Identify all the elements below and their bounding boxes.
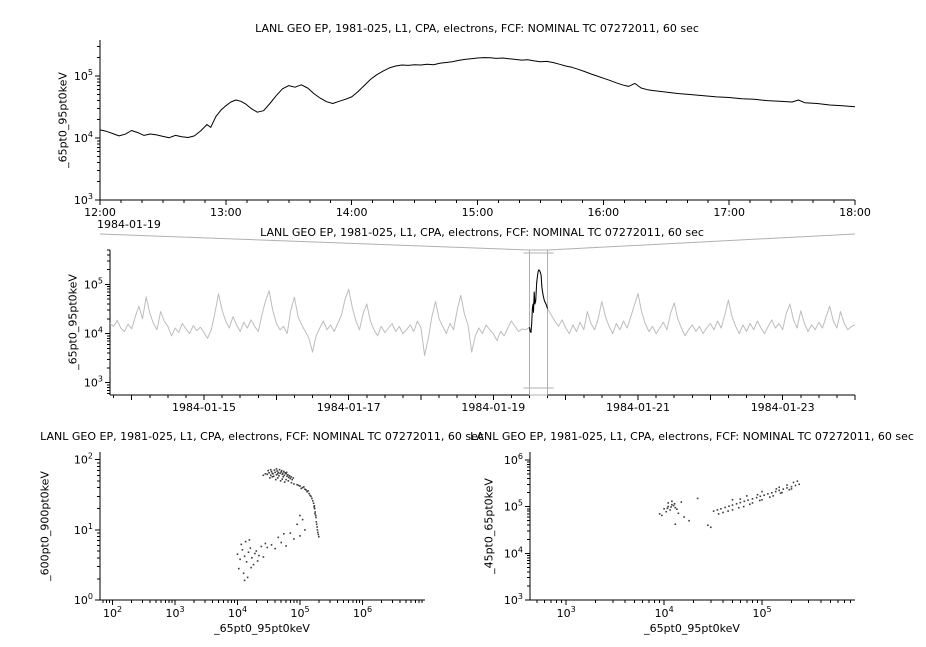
svg-text:104: 104 (74, 130, 93, 145)
context-plot-title: LANL GEO EP, 1981-025, L1, CPA, electron… (260, 226, 704, 239)
zoom-plot-date-label: 1984-01-19 (97, 218, 161, 231)
svg-text:12:00: 12:00 (84, 206, 116, 219)
zoom-plot-ylabel: _65pt0_95pt0keV (56, 72, 70, 168)
svg-text:18:00: 18:00 (839, 206, 871, 219)
scatter2-plot-area[interactable] (530, 452, 855, 600)
svg-text:103: 103 (504, 592, 523, 607)
scatter1-title: LANL GEO EP, 1981-025, L1, CPA, electron… (40, 430, 484, 443)
svg-text:105: 105 (84, 276, 103, 291)
svg-text:1984-01-19: 1984-01-19 (461, 401, 525, 414)
svg-text:103: 103 (74, 192, 93, 207)
svg-text:102: 102 (103, 605, 122, 620)
svg-text:17:00: 17:00 (713, 206, 745, 219)
svg-text:106: 106 (504, 452, 523, 467)
svg-text:103: 103 (557, 605, 576, 620)
scatter2-ylabel: _45pt0_65pt0keV (482, 478, 496, 574)
context-plot-area[interactable] (110, 250, 855, 395)
svg-text:103: 103 (84, 375, 103, 390)
svg-text:103: 103 (165, 605, 184, 620)
scatter1-plot-area[interactable] (100, 452, 425, 600)
svg-text:16:00: 16:00 (587, 206, 619, 219)
zoom-selection-box[interactable] (530, 250, 548, 395)
scatter2-title: LANL GEO EP, 1981-025, L1, CPA, electron… (470, 430, 914, 443)
svg-text:1984-01-21: 1984-01-21 (606, 401, 670, 414)
zoom-plot-area[interactable] (100, 40, 855, 200)
svg-text:14:00: 14:00 (336, 206, 368, 219)
svg-text:100: 100 (74, 592, 93, 607)
scatter1-xlabel: _65pt0_95pt0keV (214, 622, 310, 635)
context-plot-ylabel: _65pt0_95pt0keV (66, 274, 80, 370)
svg-text:106: 106 (353, 605, 372, 620)
svg-text:1984-01-15: 1984-01-15 (172, 401, 236, 414)
zoom-plot-title: LANL GEO EP, 1981-025, L1, CPA, electron… (255, 22, 699, 35)
svg-text:104: 104 (84, 326, 103, 341)
svg-text:104: 104 (228, 605, 247, 620)
svg-text:104: 104 (504, 545, 523, 560)
svg-text:102: 102 (74, 452, 93, 467)
svg-text:104: 104 (655, 605, 674, 620)
svg-text:13:00: 13:00 (210, 206, 242, 219)
scatter2-xlabel: _65pt0_95pt0keV (644, 622, 740, 635)
svg-text:101: 101 (74, 522, 93, 537)
scatter1-ylabel: _600pt0_900pt0keV (38, 471, 52, 581)
svg-text:105: 105 (504, 499, 523, 514)
svg-text:105: 105 (74, 68, 93, 83)
svg-text:105: 105 (752, 605, 771, 620)
svg-text:1984-01-17: 1984-01-17 (317, 401, 381, 414)
svg-text:1984-01-23: 1984-01-23 (751, 401, 815, 414)
svg-text:105: 105 (290, 605, 309, 620)
svg-text:15:00: 15:00 (462, 206, 494, 219)
